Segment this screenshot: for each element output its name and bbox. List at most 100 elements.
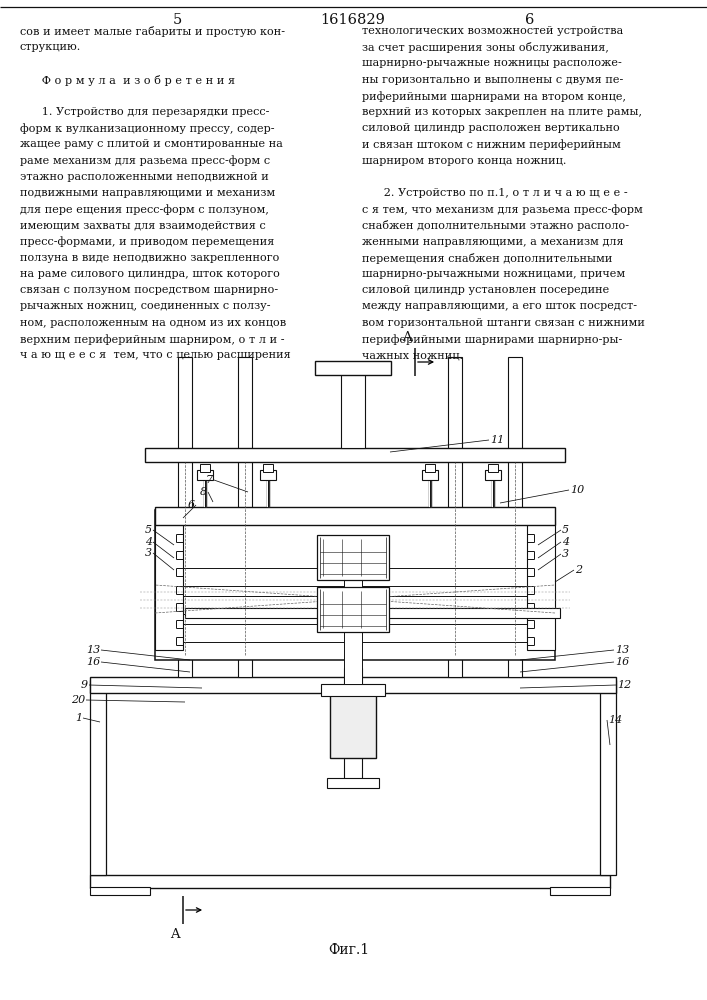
Text: 16: 16 (86, 657, 100, 667)
Text: верхний из которых закреплен на плите рамы,: верхний из которых закреплен на плите ра… (362, 107, 642, 117)
Bar (317, 535, 389, 580)
Text: чажных ножниц.: чажных ножниц. (362, 350, 463, 360)
Bar (315, 361, 391, 375)
Text: 6: 6 (525, 13, 534, 27)
Text: 14: 14 (608, 715, 622, 725)
Text: 13: 13 (615, 645, 629, 655)
Text: раме механизм для разьема пресс-форм с: раме механизм для разьема пресс-форм с (20, 156, 270, 166)
Text: ном, расположенным на одном из их концов: ном, расположенным на одном из их концов (20, 318, 286, 328)
Text: 1. Устройство для перезарядки пресс-: 1. Устройство для перезарядки пресс- (20, 107, 269, 117)
Text: женными направляющими, а механизм для: женными направляющими, а механизм для (362, 237, 624, 247)
Text: шарнирно-рычажные ножницы расположе-: шарнирно-рычажные ножницы расположе- (362, 58, 621, 68)
Text: 3: 3 (562, 549, 569, 559)
Text: на раме силового цилиндра, шток которого: на раме силового цилиндра, шток которого (20, 269, 280, 279)
Text: 8: 8 (200, 487, 207, 497)
Text: 7: 7 (206, 475, 213, 485)
Text: периферийными шарнирами шарнирно-ры-: периферийными шарнирами шарнирно-ры- (362, 334, 622, 345)
Bar (157, 624, 553, 642)
Bar (145, 448, 565, 462)
Bar (90, 680, 106, 875)
Text: A: A (402, 331, 411, 344)
Bar (238, 357, 252, 677)
Text: 16: 16 (615, 657, 629, 667)
Text: между направляющими, а его шток посредст-: между направляющими, а его шток посредст… (362, 301, 637, 311)
Text: 4: 4 (562, 537, 569, 547)
Bar (508, 357, 522, 677)
Bar (344, 574, 362, 684)
Text: A: A (170, 928, 180, 941)
Text: вом горизонтальной штанги связан с нижними: вом горизонтальной штанги связан с нижни… (362, 318, 645, 328)
Text: 5: 5 (562, 525, 569, 535)
Text: для пере ещения пресс-форм с ползуном,: для пере ещения пресс-форм с ползуном, (20, 204, 269, 215)
Text: с я тем, что механизм для разьема пресс-форм: с я тем, что механизм для разьема пресс-… (362, 204, 643, 215)
Bar (155, 520, 183, 650)
Text: 2. Устройство по п.1, о т л и ч а ю щ е е -: 2. Устройство по п.1, о т л и ч а ю щ е … (362, 188, 628, 198)
Text: подвижными направляющими и механизм: подвижными направляющими и механизм (20, 188, 275, 198)
Text: 10: 10 (570, 485, 584, 495)
Text: Ф о р м у л а  и з о б р е т е н и я: Ф о р м у л а и з о б р е т е н и я (20, 75, 235, 86)
Text: 1: 1 (75, 713, 82, 723)
Bar (260, 470, 276, 480)
Bar (600, 680, 616, 875)
Bar (488, 464, 498, 472)
Text: риферийными шарнирами на втором конце,: риферийными шарнирами на втором конце, (362, 91, 626, 102)
Text: и связан штоком с нижним периферийным: и связан штоком с нижним периферийным (362, 139, 621, 150)
Text: форм к вулканизационному прессу, содер-: форм к вулканизационному прессу, содер- (20, 123, 274, 134)
Text: 20: 20 (71, 695, 85, 705)
Text: 3: 3 (145, 548, 152, 558)
Text: имеющим захваты для взаимодействия с: имеющим захваты для взаимодействия с (20, 220, 266, 230)
Text: ч а ю щ е е с я  тем, что с целью расширения: ч а ю щ е е с я тем, что с целью расшире… (20, 350, 291, 360)
Text: 11: 11 (490, 435, 504, 445)
Text: ползуна в виде неподвижно закрепленного: ползуна в виде неподвижно закрепленного (20, 253, 279, 263)
Text: жащее раму с плитой и смонтированные на: жащее раму с плитой и смонтированные на (20, 139, 283, 149)
Text: Фиг.1: Фиг.1 (328, 943, 369, 957)
Bar (90, 887, 150, 895)
Text: рычажных ножниц, соединенных с ползу-: рычажных ножниц, соединенных с ползу- (20, 301, 271, 311)
Bar (327, 778, 379, 788)
Bar (527, 520, 555, 650)
Bar (317, 587, 389, 632)
Text: 5: 5 (145, 525, 152, 535)
Bar (485, 470, 501, 480)
Text: силовой цилиндр установлен посередине: силовой цилиндр установлен посередине (362, 285, 609, 295)
Text: силовой цилиндр расположен вертикально: силовой цилиндр расположен вертикально (362, 123, 620, 133)
Text: пресс-формами, и приводом перемещения: пресс-формами, и приводом перемещения (20, 237, 274, 247)
Bar (344, 668, 362, 783)
Bar (157, 596, 553, 614)
Bar (341, 373, 365, 448)
Text: за счет расширения зоны обслуживания,: за счет расширения зоны обслуживания, (362, 42, 609, 53)
Text: связан с ползуном посредством шарнирно-: связан с ползуном посредством шарнирно- (20, 285, 278, 295)
Text: струкцию.: струкцию. (20, 42, 81, 52)
Text: ны горизонтально и выполнены с двумя пе-: ны горизонтально и выполнены с двумя пе- (362, 75, 624, 85)
Bar (550, 887, 610, 895)
Bar (200, 464, 210, 472)
Bar (178, 357, 192, 677)
Text: 4: 4 (145, 537, 152, 547)
Bar (330, 693, 376, 758)
Text: шарниром второго конца ножниц.: шарниром второго конца ножниц. (362, 156, 566, 166)
Bar (185, 608, 560, 618)
Bar (448, 357, 462, 677)
Bar (197, 470, 213, 480)
Text: 13: 13 (86, 645, 100, 655)
Text: 1616829: 1616829 (320, 13, 385, 27)
Text: перемещения снабжен дополнительными: перемещения снабжен дополнительными (362, 253, 612, 264)
Bar (263, 464, 273, 472)
Bar (157, 568, 553, 586)
Bar (155, 510, 555, 660)
Bar (90, 677, 616, 693)
Text: сов и имеет малые габариты и простую кон-: сов и имеет малые габариты и простую кон… (20, 26, 285, 37)
Text: верхним периферийным шарниром, о т л и -: верхним периферийным шарниром, о т л и - (20, 334, 284, 345)
Text: этажно расположенными неподвижной и: этажно расположенными неподвижной и (20, 172, 269, 182)
Text: шарнирно-рычажными ножницами, причем: шарнирно-рычажными ножницами, причем (362, 269, 625, 279)
Text: снабжен дополнительными этажно располо-: снабжен дополнительными этажно располо- (362, 220, 629, 231)
Bar (422, 470, 438, 480)
Bar (321, 684, 385, 696)
Text: 12: 12 (617, 680, 631, 690)
Text: технологических возможностей устройства: технологических возможностей устройства (362, 26, 624, 36)
Text: 6: 6 (188, 500, 195, 510)
Text: 2: 2 (575, 565, 582, 575)
Bar (337, 604, 369, 622)
Bar (90, 875, 610, 888)
Bar (155, 507, 555, 525)
